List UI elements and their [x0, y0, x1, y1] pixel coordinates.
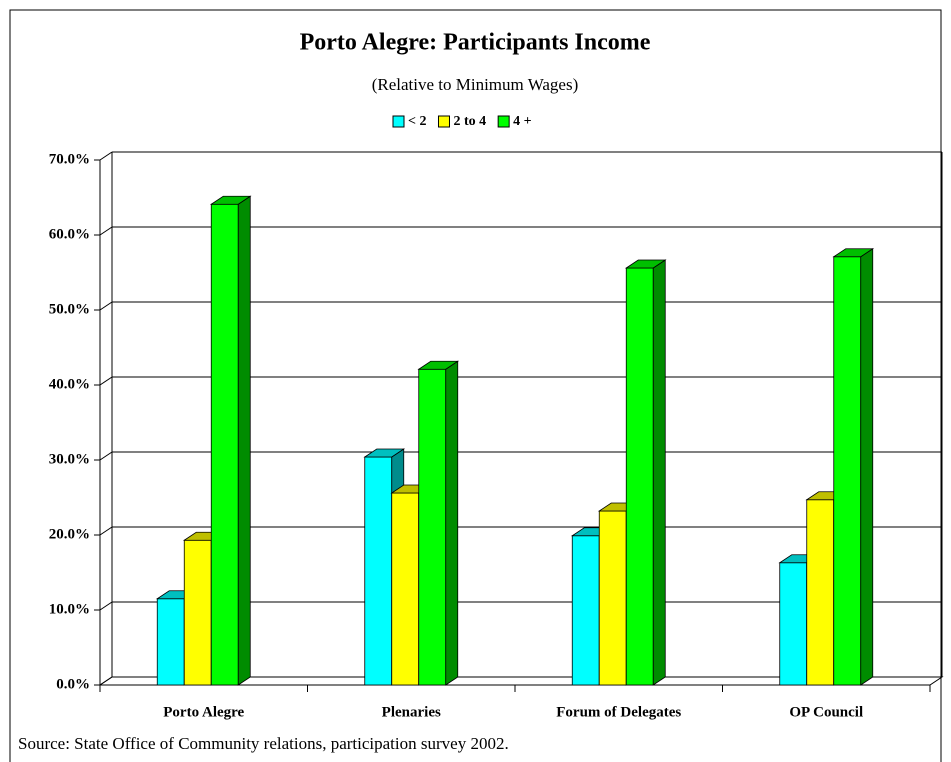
grid-line-side [99, 226, 113, 236]
x-tick-label: OP Council [789, 704, 863, 720]
bar-top [209, 195, 252, 205]
legend-swatch [392, 115, 405, 128]
x-tick-label: Forum of Delegates [556, 704, 681, 720]
y-tick-label: 30.0% [49, 451, 90, 467]
grid-line-side [99, 301, 113, 311]
frame [9, 9, 942, 762]
bar-front [779, 562, 808, 686]
source-note: Source: State Office of Community relati… [18, 734, 509, 753]
y-tick-label: 10.0% [49, 601, 90, 617]
legend-label: 2 to 4 [453, 114, 486, 129]
legend-swatch [497, 115, 510, 128]
bar-side [860, 248, 874, 686]
bar-front [833, 256, 862, 686]
legend-label: < 2 [408, 114, 426, 129]
grid-line-side [99, 376, 113, 386]
bar-front [183, 539, 212, 686]
grid-line-side [99, 601, 113, 611]
legend-swatch [437, 115, 450, 128]
bar-side [652, 259, 666, 686]
y-tick-label: 0.0% [56, 676, 90, 692]
grid-line-side [99, 451, 113, 461]
y-tick-label: 60.0% [49, 226, 90, 242]
x-tick-label: Porto Alegre [163, 704, 244, 720]
bar-front [210, 203, 239, 686]
bar-top [417, 360, 460, 370]
chart-title: Porto Alegre: Participants Income [300, 30, 651, 56]
bar-front [598, 510, 627, 686]
bar-front [364, 456, 393, 686]
grid-line-side [99, 526, 113, 536]
bar-side [237, 195, 251, 686]
x-tick-label: Plenaries [382, 704, 441, 720]
y-tick-label: 20.0% [49, 526, 90, 542]
grid-line-side [99, 151, 113, 161]
bar-top [363, 448, 406, 458]
bar-front [806, 499, 835, 686]
bar-front [156, 598, 185, 686]
bar-front [391, 492, 420, 686]
bar-top [624, 259, 667, 269]
y-tick-label: 50.0% [49, 301, 90, 317]
bar-front [625, 267, 654, 686]
bar-side [445, 360, 459, 686]
y-tick-label: 40.0% [49, 376, 90, 392]
bar-front [418, 368, 447, 686]
chart-subtitle: (Relative to Minimum Wages) [372, 75, 579, 94]
y-tick-label: 70.0% [49, 151, 90, 167]
bar-top [832, 248, 875, 258]
bar-front [571, 535, 600, 686]
legend-label: 4 + [513, 114, 532, 129]
